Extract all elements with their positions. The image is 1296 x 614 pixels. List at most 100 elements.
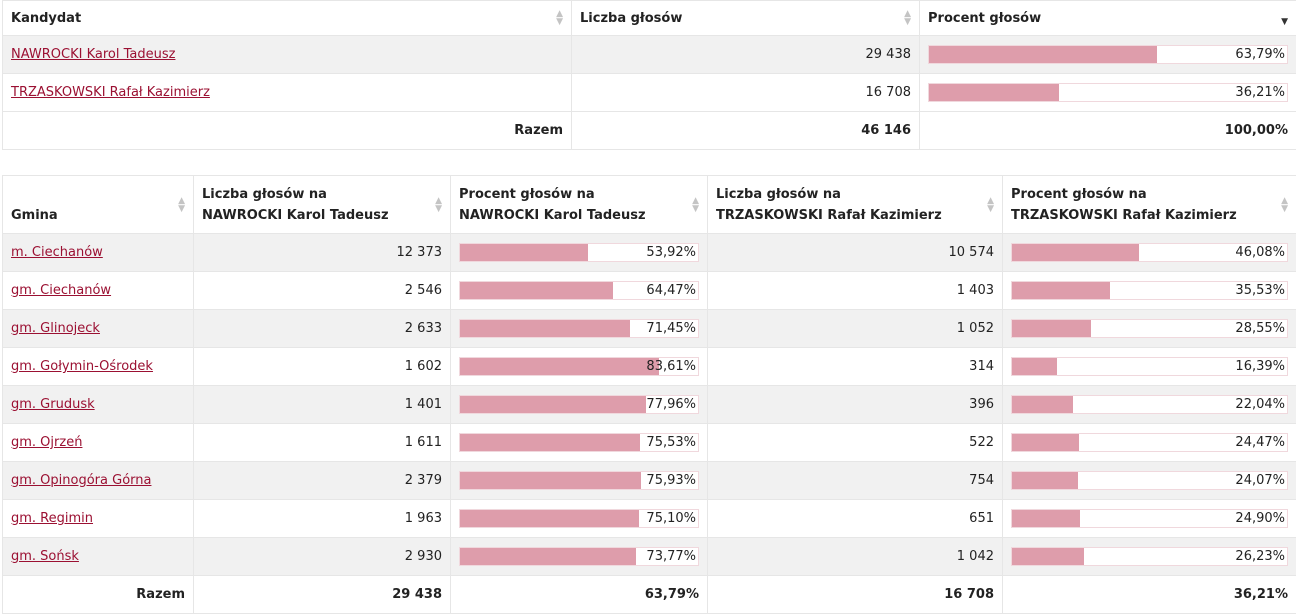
votes-trzaskowski-cell: 10 574 [708,234,1003,272]
percent-trzaskowski-cell: 24,47% [1003,424,1296,462]
sort-desc-icon[interactable]: ▲▼ [1281,10,1288,26]
percent-bar: 63,79% [928,45,1288,64]
column-header-percent-trzaskowski[interactable]: Procent głosów na TRZASKOWSKI Rafał Kazi… [1003,176,1296,234]
gmina-link[interactable]: gm. Regimin [11,511,93,526]
gmina-link[interactable]: m. Ciechanów [11,245,103,260]
percent-cell: 36,21% [920,74,1296,112]
percent-value: 83,61% [646,358,696,375]
column-header-label: Procent głosów [928,11,1041,26]
percent-bar-fill [460,548,636,565]
gminy-header-row: Gmina ▲▼ Liczba głosów na NAWROCKI Karol… [3,176,1296,234]
percent-trzaskowski-cell: 24,07% [1003,462,1296,500]
column-header-label: Gmina [11,208,58,223]
gmina-link[interactable]: gm. Sońsk [11,549,79,564]
candidate-name-cell: TRZASKOWSKI Rafał Kazimierz [3,74,572,112]
column-header-kandydat[interactable]: Kandydat ▲▼ [3,1,572,36]
votes-trzaskowski-cell: 651 [708,500,1003,538]
percent-value: 63,79% [1235,46,1285,63]
column-header-procent-glosow[interactable]: Procent głosów ▲▼ [920,1,1296,36]
percent-bar: 53,92% [459,243,699,262]
summary-header-row: Kandydat ▲▼ Liczba głosów ▲▼ Procent gło… [3,1,1296,36]
percent-trzaskowski-cell: 46,08% [1003,234,1296,272]
column-header-votes-nawrocki[interactable]: Liczba głosów na NAWROCKI Karol Tadeusz … [194,176,451,234]
column-header-label: Procent głosów na [459,184,699,205]
gmina-link[interactable]: gm. Gołymin-Ośrodek [11,359,153,374]
percent-bar: 71,45% [459,319,699,338]
gmina-name-cell: gm. Glinojeck [3,310,194,348]
column-header-label: TRZASKOWSKI Rafał Kazimierz [716,205,994,226]
percent-bar: 22,04% [1011,395,1288,414]
percent-value: 75,10% [646,510,696,527]
candidate-link[interactable]: TRZASKOWSKI Rafał Kazimierz [11,85,210,100]
percent-value: 46,08% [1235,244,1285,261]
percent-bar-fill [460,396,646,413]
gmina-name-cell: gm. Sońsk [3,538,194,576]
total-votes-nawrocki: 29 438 [194,576,451,614]
gmina-link[interactable]: gm. Glinojeck [11,321,100,336]
percent-value: 53,92% [646,244,696,261]
percent-bar-fill [929,46,1157,63]
gmina-name-cell: gm. Opinogóra Górna [3,462,194,500]
percent-bar: 75,53% [459,433,699,452]
percent-bar-fill [460,472,641,489]
votes-trzaskowski-cell: 754 [708,462,1003,500]
sort-both-icon[interactable]: ▲▼ [904,10,911,26]
votes-trzaskowski-cell: 396 [708,386,1003,424]
gminy-results-table: Gmina ▲▼ Liczba głosów na NAWROCKI Karol… [2,175,1296,614]
percent-trzaskowski-cell: 16,39% [1003,348,1296,386]
percent-trzaskowski-cell: 28,55% [1003,310,1296,348]
gmina-name-cell: m. Ciechanów [3,234,194,272]
percent-nawrocki-cell: 71,45% [451,310,708,348]
percent-value: 22,04% [1235,396,1285,413]
sort-both-icon[interactable]: ▲▼ [987,197,994,213]
gmina-link[interactable]: gm. Opinogóra Górna [11,473,151,488]
votes-trzaskowski-cell: 1 403 [708,272,1003,310]
percent-bar-fill [460,244,588,261]
total-label: Razem [3,112,572,150]
percent-nawrocki-cell: 75,93% [451,462,708,500]
column-header-label: Liczba głosów na [716,184,994,205]
percent-bar-fill [460,282,613,299]
gmina-link[interactable]: gm. Ciechanów [11,283,111,298]
votes-nawrocki-cell: 2 379 [194,462,451,500]
column-header-gmina[interactable]: Gmina ▲▼ [3,176,194,234]
percent-bar-fill [1012,244,1139,261]
percent-bar-fill [460,320,630,337]
column-header-label: Procent głosów na [1011,184,1288,205]
percent-bar-fill [1012,434,1079,451]
column-header-votes-trzaskowski[interactable]: Liczba głosów na TRZASKOWSKI Rafał Kazim… [708,176,1003,234]
percent-trzaskowski-cell: 26,23% [1003,538,1296,576]
gmina-row: gm. Opinogóra Górna 2 379 75,93% 754 24,07% [3,462,1296,500]
percent-bar-fill [1012,548,1084,565]
votes-nawrocki-cell: 2 546 [194,272,451,310]
percent-value: 75,93% [646,472,696,489]
column-header-percent-nawrocki[interactable]: Procent głosów na NAWROCKI Karol Tadeusz… [451,176,708,234]
percent-bar: 24,07% [1011,471,1288,490]
gmina-link[interactable]: gm. Ojrzeń [11,435,82,450]
percent-value: 24,47% [1235,434,1285,451]
sort-both-icon[interactable]: ▲▼ [692,197,699,213]
column-header-liczba-glosow[interactable]: Liczba głosów ▲▼ [572,1,920,36]
candidates-summary-table: Kandydat ▲▼ Liczba głosów ▲▼ Procent gło… [2,0,1296,150]
percent-bar-fill [1012,358,1057,375]
total-percent: 100,00% [920,112,1296,150]
percent-bar: 28,55% [1011,319,1288,338]
gmina-name-cell: gm. Ciechanów [3,272,194,310]
sort-both-icon[interactable]: ▲▼ [556,10,563,26]
gmina-link[interactable]: gm. Grudusk [11,397,95,412]
column-header-label: TRZASKOWSKI Rafał Kazimierz [1011,205,1288,226]
gmina-name-cell: gm. Ojrzeń [3,424,194,462]
total-label: Razem [3,576,194,614]
sort-both-icon[interactable]: ▲▼ [178,197,185,213]
percent-bar-fill [460,358,659,375]
votes-nawrocki-cell: 2 930 [194,538,451,576]
candidate-link[interactable]: NAWROCKI Karol Tadeusz [11,47,175,62]
sort-both-icon[interactable]: ▲▼ [435,197,442,213]
sort-both-icon[interactable]: ▲▼ [1281,197,1288,213]
percent-bar-fill [460,510,639,527]
candidate-name-cell: NAWROCKI Karol Tadeusz [3,36,572,74]
